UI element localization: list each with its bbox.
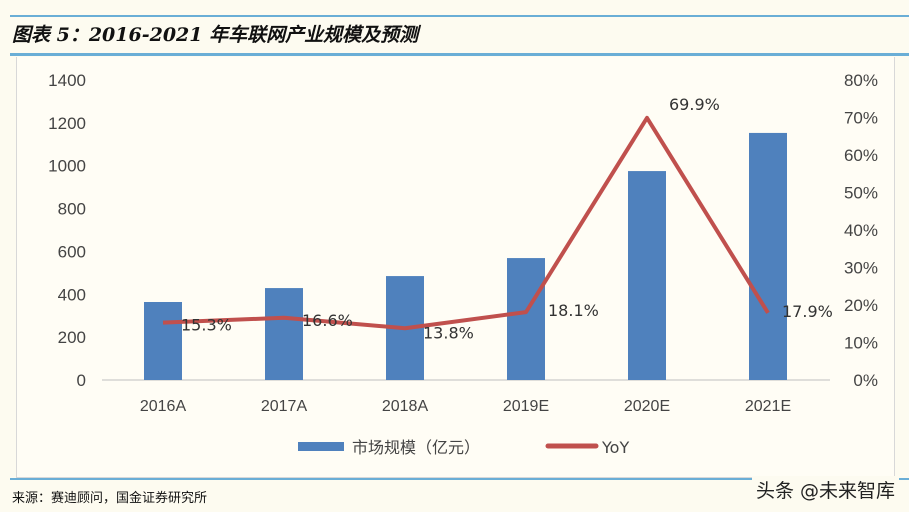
y-right-tick-label: 40% — [844, 221, 878, 240]
source-note: 来源：赛迪顾问，国金证券研究所 — [12, 491, 208, 506]
chart-frame — [16, 57, 895, 478]
yoy-data-label: 16.6% — [302, 311, 353, 330]
x-tick-label: 2021E — [745, 398, 791, 415]
y-right-tick-label: 0% — [853, 371, 878, 390]
legend-line-label: YoY — [601, 438, 629, 457]
yoy-data-label: 17.9% — [782, 302, 833, 321]
bar — [507, 258, 545, 380]
chart-title: 图表 5：2016-2021 年车联网产业规模及预测 — [12, 24, 419, 46]
y-left-tick-label: 0 — [77, 371, 86, 390]
y-right-tick-label: 60% — [844, 146, 878, 165]
bar — [628, 171, 666, 380]
legend-bar-label: 市场规模（亿元） — [352, 438, 480, 457]
bar — [749, 132, 787, 380]
x-tick-label: 2020E — [624, 398, 670, 415]
y-left-tick-label: 1000 — [48, 157, 86, 176]
y-right-tick-label: 20% — [844, 296, 878, 315]
yoy-data-label: 13.8% — [423, 323, 474, 342]
y-right-tick-label: 30% — [844, 259, 878, 278]
bar — [265, 288, 303, 380]
y-left-tick-label: 400 — [58, 285, 86, 304]
bottom-rule — [10, 478, 909, 480]
bar — [144, 302, 182, 380]
top-rule — [10, 15, 909, 17]
y-left-tick-label: 800 — [58, 200, 86, 219]
x-tick-label: 2016A — [140, 398, 187, 415]
x-tick-label: 2017A — [261, 398, 308, 415]
y-right-tick-label: 70% — [844, 109, 878, 128]
yoy-line — [162, 115, 770, 331]
title-rule — [10, 53, 909, 56]
y-right-tick-label: 50% — [844, 184, 878, 203]
watermark: 头条 @未来智库 — [751, 476, 899, 503]
y-left-tick-label: 1200 — [48, 114, 86, 133]
yoy-data-label: 15.3% — [181, 316, 232, 335]
y-left-tick-label: 1400 — [48, 71, 86, 90]
y-left-tick-label: 600 — [58, 242, 86, 261]
yoy-data-label: 69.9% — [669, 95, 720, 114]
legend-bar-swatch — [298, 442, 344, 451]
y-left-tick-label: 200 — [58, 328, 86, 347]
yoy-data-label: 18.1% — [548, 301, 599, 320]
x-tick-label: 2019E — [503, 398, 549, 415]
y-right-tick-label: 80% — [844, 71, 878, 90]
x-tick-label: 2018A — [382, 398, 429, 415]
y-right-tick-label: 10% — [844, 334, 878, 353]
